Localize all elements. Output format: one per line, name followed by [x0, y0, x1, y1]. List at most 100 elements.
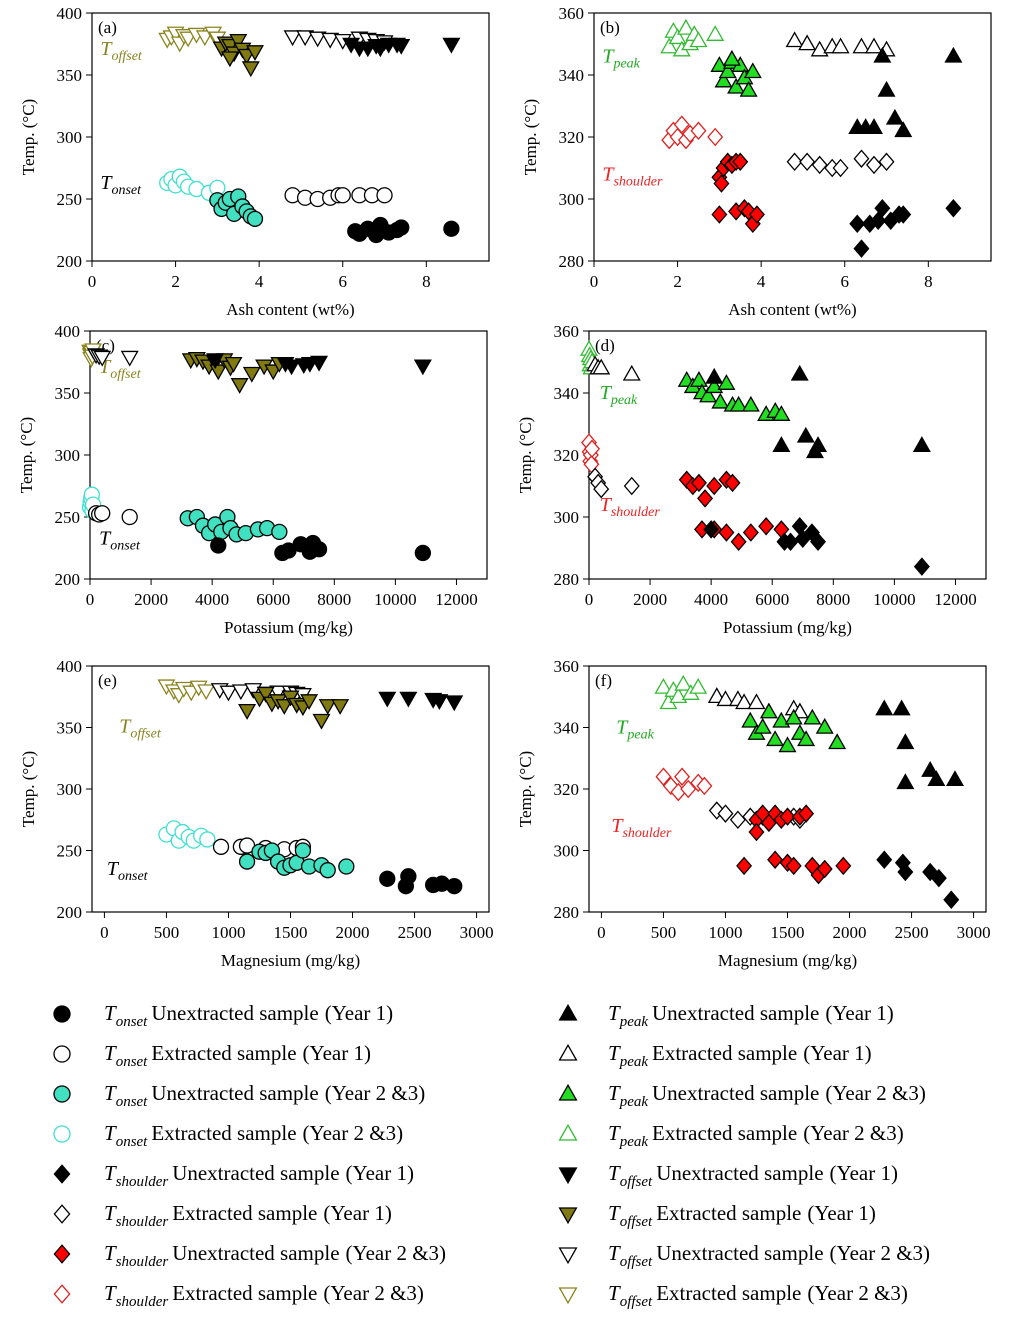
series-shoulder_ext_y1: [786, 149, 895, 178]
legend-label: Tonset Unextracted sample (Year 1): [104, 1001, 393, 1030]
series-annotation-onset: Tonset: [107, 858, 149, 884]
y-tick-label: 300: [57, 780, 83, 799]
data-point: [799, 152, 816, 172]
x-tick-label: 1000: [708, 923, 742, 942]
legend-item-shoulder_ext_y1: Tshoulder Extracted sample (Year 1): [53, 1201, 392, 1230]
series-peak_unext_y23: [710, 49, 762, 97]
data-point: [736, 856, 753, 876]
data-point: [811, 155, 828, 175]
series-offset_unext_y23: [87, 348, 139, 367]
series-onset_ext_y1: [284, 187, 393, 208]
x-tick-label: 2000: [134, 590, 168, 609]
x-tick-label: 4: [757, 272, 766, 291]
y-tick-label: 320: [554, 446, 580, 465]
data-point: [874, 199, 891, 218]
y-tick-label: 200: [55, 570, 81, 589]
data-point: [229, 34, 248, 50]
legend-label: Tpeak Extracted sample (Year 1): [608, 1041, 872, 1070]
series-peak_unext_y1: [875, 699, 964, 790]
data-point: [242, 366, 261, 383]
data-point: [945, 199, 962, 218]
data-point: [778, 736, 797, 753]
data-point: [790, 364, 809, 381]
y-tick-label: 280: [559, 252, 585, 271]
data-point: [912, 436, 931, 452]
x-tick-label: 500: [154, 923, 180, 942]
data-point: [674, 767, 691, 786]
legend-label: Toffset Extracted sample (Year 1): [608, 1201, 876, 1230]
series-onset_unext_y23: [179, 508, 288, 543]
data-point: [707, 127, 724, 147]
y-tick-label: 300: [55, 446, 81, 465]
panel-tag: (f): [595, 671, 612, 690]
data-point: [121, 508, 138, 526]
data-point: [853, 239, 870, 258]
y-tick-label: 350: [57, 719, 83, 738]
data-point: [238, 853, 256, 870]
x-axis-label: Potassium (mg/kg): [224, 618, 353, 637]
x-tick-label: 6: [338, 272, 347, 291]
data-point: [310, 355, 329, 372]
y-axis-label: Temp. (°C): [521, 99, 540, 175]
data-point: [803, 708, 822, 725]
y-tick-label: 360: [559, 4, 585, 23]
data-point: [786, 152, 803, 172]
panel-tag: (a): [98, 18, 117, 37]
y-tick-label: 320: [559, 128, 585, 147]
series-peak_unext_y23: [741, 702, 847, 753]
chart-panel-a: 0 2 4 6 8 200 250 300 350 400 Ash content (wt%) Tem…: [19, 4, 490, 319]
data-point: [689, 31, 708, 48]
data-point: [772, 405, 791, 421]
data-point: [927, 770, 946, 787]
y-tick-label: 250: [55, 508, 81, 527]
series-onset_ext_y23: [158, 820, 216, 849]
x-tick-label: 0: [86, 590, 95, 609]
series-peak_ext_y23: [654, 674, 708, 710]
data-point: [743, 62, 762, 79]
data-point: [680, 779, 697, 799]
data-point: [718, 523, 735, 542]
data-point: [828, 733, 847, 750]
legend-label: Toffset Unextracted sample (Year 2 &3): [608, 1241, 930, 1270]
legend-item-shoulder_unext_y1: Tshoulder Unextracted sample (Year 1): [53, 1161, 414, 1190]
y-tick-label: 280: [554, 903, 580, 922]
y-tick-label: 320: [554, 780, 580, 799]
data-point: [379, 870, 396, 887]
y-tick-label: 340: [559, 66, 585, 85]
y-axis-label: Temp. (°C): [19, 99, 38, 175]
series-shoulder_ext_y1: [587, 467, 640, 499]
y-tick-label: 200: [57, 252, 83, 271]
data-point: [623, 476, 640, 496]
data-point: [445, 695, 464, 712]
series-peak_ext_y1: [586, 355, 641, 381]
data-point: [797, 730, 816, 747]
data-point: [674, 674, 693, 691]
data-point: [897, 862, 914, 882]
x-axis-label: Magnesium (mg/kg): [221, 951, 360, 970]
data-point: [864, 37, 883, 54]
data-point: [690, 121, 707, 141]
series-annotation-peak: Tpeak: [602, 46, 640, 72]
data-point: [877, 80, 896, 97]
series-peak_unext_y23: [677, 371, 791, 421]
data-point: [714, 71, 733, 88]
legend-label: Toffset Extracted sample (Year 2 &3): [608, 1281, 908, 1310]
data-point: [443, 220, 460, 237]
x-tick-label: 6: [840, 272, 849, 291]
y-tick-label: 340: [554, 719, 580, 738]
data-point: [400, 868, 417, 885]
data-point: [875, 699, 894, 716]
data-point: [219, 685, 238, 702]
data-point: [747, 693, 766, 710]
data-point: [231, 684, 250, 701]
y-tick-label: 250: [57, 842, 83, 861]
data-point: [816, 859, 833, 879]
data-point: [220, 51, 239, 68]
x-tick-label: 2: [171, 272, 180, 291]
y-tick-label: 300: [57, 128, 83, 147]
data-point: [892, 699, 911, 716]
data-point: [120, 350, 139, 367]
data-point: [442, 37, 461, 54]
data-point: [921, 760, 940, 777]
series-onset_ext_y23: [159, 168, 226, 201]
